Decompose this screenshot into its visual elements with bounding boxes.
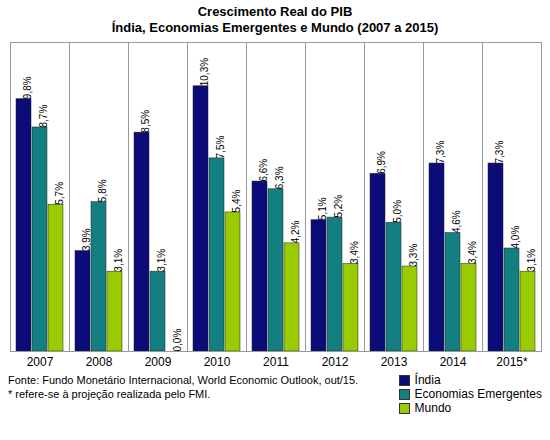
html-text:* refere-se à projeção realiza: * refere-se à projeção realizada pelo FM…: [8, 388, 211, 400]
html-text:Crescimento Real do PIB: Crescimento Real do PIB: [197, 4, 353, 19]
svg-text:4,0%: 4,0%: [510, 226, 521, 249]
svg-text:6,6%: 6,6%: [258, 159, 269, 182]
svg-text:8,5%: 8,5%: [140, 110, 151, 133]
html-text:Índia, Economias Emergentes e: Índia, Economias Emergentes e Mundo (200…: [111, 20, 439, 35]
svg-text:0,0%: 0,0%: [172, 329, 183, 352]
svg-text:5,8%: 5,8%: [97, 179, 108, 202]
svg-text:6,3%: 6,3%: [274, 166, 285, 189]
svg-text:2011: 2011: [263, 355, 289, 369]
svg-text:3,4%: 3,4%: [349, 241, 360, 264]
svg-text:5,1%: 5,1%: [317, 197, 328, 220]
html-text:Economias Emergentes: Economias Emergentes: [414, 387, 542, 401]
svg-text:7,3%: 7,3%: [494, 141, 505, 164]
svg-text:2014: 2014: [440, 355, 467, 369]
html-text:Fonte: Fundo Monetário Interna: Fonte: Fundo Monetário Internacional, Wo…: [8, 374, 359, 386]
svg-text:3,1%: 3,1%: [526, 249, 537, 272]
svg-text:4,2%: 4,2%: [290, 220, 301, 243]
svg-text:6,9%: 6,9%: [376, 151, 387, 174]
html-text:Índia: Índia: [414, 373, 441, 387]
svg-text:5,4%: 5,4%: [231, 190, 242, 213]
svg-text:3,3%: 3,3%: [408, 244, 419, 267]
svg-text:5,2%: 5,2%: [333, 195, 344, 218]
svg-text:3,1%: 3,1%: [156, 249, 167, 272]
svg-text:9,8%: 9,8%: [22, 76, 33, 99]
svg-text:2015*: 2015*: [496, 355, 528, 369]
svg-text:2008: 2008: [86, 355, 113, 369]
svg-text:4,6%: 4,6%: [451, 210, 462, 233]
svg-text:2012: 2012: [322, 355, 349, 369]
svg-text:3,1%: 3,1%: [113, 249, 124, 272]
svg-text:2010: 2010: [204, 355, 231, 369]
svg-text:2013: 2013: [381, 355, 408, 369]
svg-text:5,7%: 5,7%: [54, 182, 65, 205]
svg-text:10,3%: 10,3%: [199, 58, 210, 86]
svg-text:8,7%: 8,7%: [38, 105, 49, 128]
svg-text:7,5%: 7,5%: [215, 135, 226, 158]
svg-text:5,0%: 5,0%: [392, 200, 403, 223]
svg-text:3,9%: 3,9%: [81, 228, 92, 251]
html-text:Mundo: Mundo: [414, 401, 452, 415]
svg-text:7,3%: 7,3%: [435, 141, 446, 164]
svg-text:2009: 2009: [145, 355, 172, 369]
svg-text:3,4%: 3,4%: [467, 241, 478, 264]
svg-text:2007: 2007: [27, 355, 54, 369]
